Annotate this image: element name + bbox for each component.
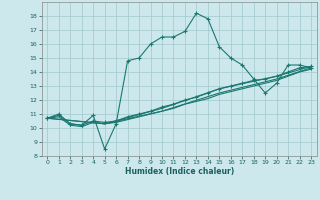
X-axis label: Humidex (Indice chaleur): Humidex (Indice chaleur)	[124, 167, 234, 176]
